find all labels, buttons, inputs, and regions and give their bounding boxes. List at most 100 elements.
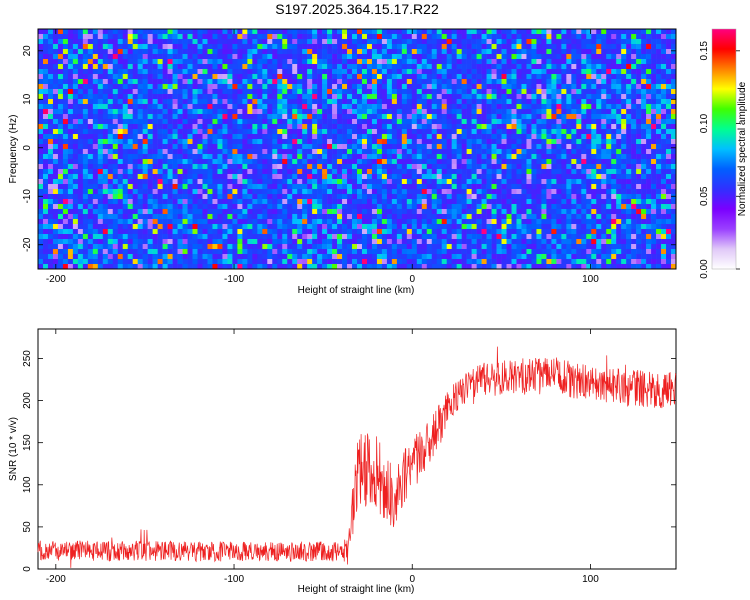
spectrogram-cell — [192, 134, 198, 140]
spectrogram-cell — [87, 164, 94, 170]
spectrogram-cell — [631, 169, 637, 175]
spectrogram-cell — [601, 49, 607, 55]
spectrogram-cell — [307, 129, 313, 135]
spectrogram-cell — [272, 34, 278, 40]
spectrogram-cell — [107, 184, 114, 190]
spectrogram-cell — [401, 164, 408, 170]
spectrogram-cell — [327, 99, 333, 105]
spectrogram-cell — [421, 74, 428, 80]
spectrogram-cell — [38, 69, 44, 75]
spectrogram-cell — [556, 69, 562, 75]
spectrogram-cell — [112, 209, 119, 215]
spectrogram-cell — [312, 44, 318, 50]
spectrogram-cell — [322, 109, 328, 115]
spectrogram-cell — [162, 169, 168, 175]
spectrogram-cell — [137, 39, 143, 45]
spectrogram-cell — [117, 219, 124, 225]
spectrogram-cell — [192, 199, 198, 205]
spectrogram-cell — [97, 199, 104, 205]
spectrogram-cell — [416, 54, 423, 60]
spectrogram-cell — [366, 169, 373, 175]
spectrogram-cell — [541, 149, 547, 155]
spectrogram-cell — [571, 44, 577, 50]
spectrogram-cell — [317, 129, 323, 135]
spectrogram-cell — [646, 144, 652, 150]
spectrogram-cell — [132, 169, 138, 175]
spectrogram-cell — [197, 69, 203, 75]
spectrogram-cell — [436, 84, 443, 90]
spectrogram-cell — [102, 34, 109, 40]
spectrogram-cell — [257, 109, 263, 115]
spectrogram-cell — [396, 209, 403, 215]
spectrogram-cell — [541, 79, 547, 85]
spectrogram-cell — [381, 109, 388, 115]
spectrogram-cell — [471, 89, 477, 95]
spectrogram-cell — [127, 169, 133, 175]
spectrogram-cell — [361, 59, 368, 65]
spectrogram-cell — [327, 194, 333, 200]
spectrogram-cell — [571, 154, 577, 160]
spectrogram-cell — [381, 144, 388, 150]
spectrogram-cell — [127, 124, 133, 130]
spectrogram-cell — [312, 109, 318, 115]
spectrogram-cell — [461, 154, 467, 160]
spectrogram-cell — [77, 64, 84, 70]
spectrogram-cell — [361, 54, 368, 60]
spectrogram-cell — [431, 189, 438, 195]
spectrogram-cell — [282, 154, 288, 160]
spectrogram-cell — [491, 159, 497, 165]
spectrogram-cell — [257, 154, 263, 160]
spectrogram-cell — [38, 49, 44, 55]
spectrogram-cell — [352, 79, 358, 85]
spectrogram-cell — [431, 119, 438, 125]
spectrogram-cell — [551, 29, 557, 35]
spectrogram-cell — [516, 184, 522, 190]
spectrogram-cell — [586, 114, 592, 120]
spectrogram-cell — [222, 99, 228, 105]
spectrogram-cell — [581, 124, 587, 130]
spectrogram-cell — [237, 159, 243, 165]
spectrogram-cell — [376, 149, 383, 155]
spectrogram-cell — [347, 89, 353, 95]
spectrogram-cell — [202, 184, 208, 190]
spectrogram-cell — [651, 74, 657, 80]
spectrogram-cell — [501, 39, 507, 45]
spectrogram-cell — [117, 119, 124, 125]
spectrogram-cell — [466, 194, 472, 200]
spectrogram-cell — [411, 104, 418, 110]
spectrogram-cell — [242, 219, 248, 225]
spectrogram-cell — [556, 184, 562, 190]
spectrogram-cell — [107, 109, 114, 115]
spectrogram-cell — [242, 29, 248, 35]
spectrogram-cell — [297, 184, 303, 190]
spectrogram-cell — [177, 159, 183, 165]
spectrogram-cell — [546, 149, 552, 155]
spectrogram-cell — [342, 99, 348, 105]
spectrogram-cell — [212, 174, 218, 180]
spectrogram-cell — [476, 129, 482, 135]
spectrogram-cell — [127, 64, 133, 70]
spectrogram-cell — [197, 169, 203, 175]
spectrogram-cell — [187, 194, 193, 200]
spectrogram-cell — [596, 179, 602, 185]
spectrogram-cell — [366, 189, 373, 195]
spectrogram-cell — [342, 59, 348, 65]
spectrogram-cell — [137, 114, 143, 120]
spectrogram-cell — [317, 204, 323, 210]
spectrogram-cell — [601, 219, 607, 225]
spectrogram-cell — [272, 99, 278, 105]
spectrogram-cell — [481, 199, 487, 205]
spectrogram-cell — [62, 59, 69, 65]
spectrogram-cell — [212, 199, 218, 205]
spectrogram-cell — [262, 209, 268, 215]
spectrogram-cell — [506, 149, 512, 155]
spectrogram-cell — [327, 69, 333, 75]
spectrogram-cell — [207, 79, 213, 85]
spectrogram-cell — [187, 174, 193, 180]
spectrogram-cell — [376, 99, 383, 105]
spectrogram-cell — [581, 129, 587, 135]
spectrogram-cell — [386, 84, 393, 90]
spectrogram-cell — [122, 199, 129, 205]
spectrogram-cell — [147, 74, 153, 80]
spectrogram-cell — [626, 164, 632, 170]
